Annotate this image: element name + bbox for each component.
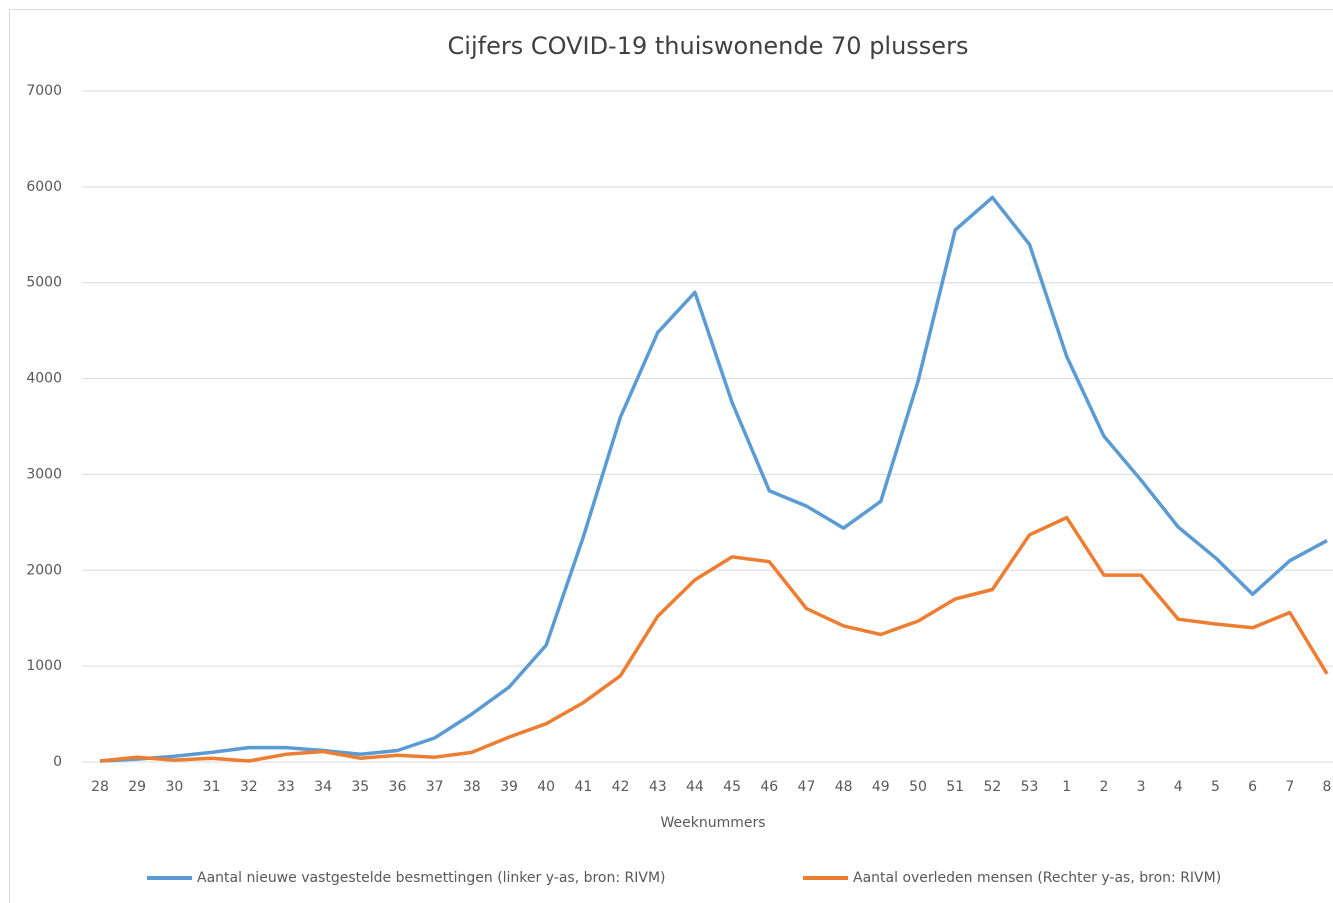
- x-tick-label: 43: [649, 779, 667, 795]
- series-line: [99, 515, 1329, 763]
- x-tick-label: 34: [314, 779, 332, 795]
- x-tick-label: 30: [165, 779, 183, 795]
- x-tick-label: 44: [686, 779, 704, 795]
- y-tick-label: 7000: [26, 83, 62, 99]
- x-tick-label: 7: [1285, 779, 1294, 795]
- x-tick-label: 42: [612, 779, 630, 795]
- x-tick-label: 48: [835, 779, 853, 795]
- x-tick-label: 8: [1323, 779, 1332, 795]
- x-tick-label: 52: [983, 779, 1001, 795]
- x-tick-label: 53: [1021, 779, 1039, 795]
- y-tick-label: 1000: [26, 658, 62, 674]
- x-axis-title: Weeknummers: [660, 815, 765, 831]
- x-tick-label: 41: [574, 779, 592, 795]
- y-tick-label: 6000: [26, 179, 62, 195]
- x-tick-label: 49: [872, 779, 890, 795]
- y-tick-label: 4000: [26, 371, 62, 387]
- x-tick-label: 35: [351, 779, 369, 795]
- series-line: [99, 195, 1328, 763]
- legend-label: Aantal overleden mensen (Rechter y-as, b…: [853, 870, 1221, 886]
- x-tick-label: 4: [1174, 779, 1183, 795]
- chart-border: [9, 9, 1333, 903]
- chart-title: Cijfers COVID-19 thuiswonende 70 plusser…: [448, 32, 969, 60]
- x-tick-label: 36: [389, 779, 407, 795]
- x-tick-label: 3: [1137, 779, 1146, 795]
- x-tick-label: 1: [1062, 779, 1071, 795]
- x-tick-label: 45: [723, 779, 741, 795]
- x-tick-label: 50: [909, 779, 927, 795]
- x-tick-label: 37: [426, 779, 444, 795]
- y-tick-label: 2000: [26, 562, 62, 578]
- x-tick-label: 2: [1099, 779, 1108, 795]
- legend-label: Aantal nieuwe vastgestelde besmettingen …: [197, 870, 666, 886]
- x-tick-label: 51: [946, 779, 964, 795]
- y-tick-label: 5000: [26, 275, 62, 291]
- x-tick-label: 32: [240, 779, 258, 795]
- x-tick-label: 46: [760, 779, 778, 795]
- x-tick-label: 31: [203, 779, 221, 795]
- x-tick-label: 39: [500, 779, 518, 795]
- x-tick-label: 29: [128, 779, 146, 795]
- x-tick-label: 47: [798, 779, 816, 795]
- x-tick-label: 28: [91, 779, 109, 795]
- x-tick-label: 5: [1211, 779, 1220, 795]
- y-tick-label: 3000: [26, 466, 62, 482]
- x-tick-label: 38: [463, 779, 481, 795]
- x-tick-label: 33: [277, 779, 295, 795]
- x-tick-label: 6: [1248, 779, 1257, 795]
- y-tick-label: 0: [53, 754, 62, 770]
- x-tick-label: 40: [537, 779, 555, 795]
